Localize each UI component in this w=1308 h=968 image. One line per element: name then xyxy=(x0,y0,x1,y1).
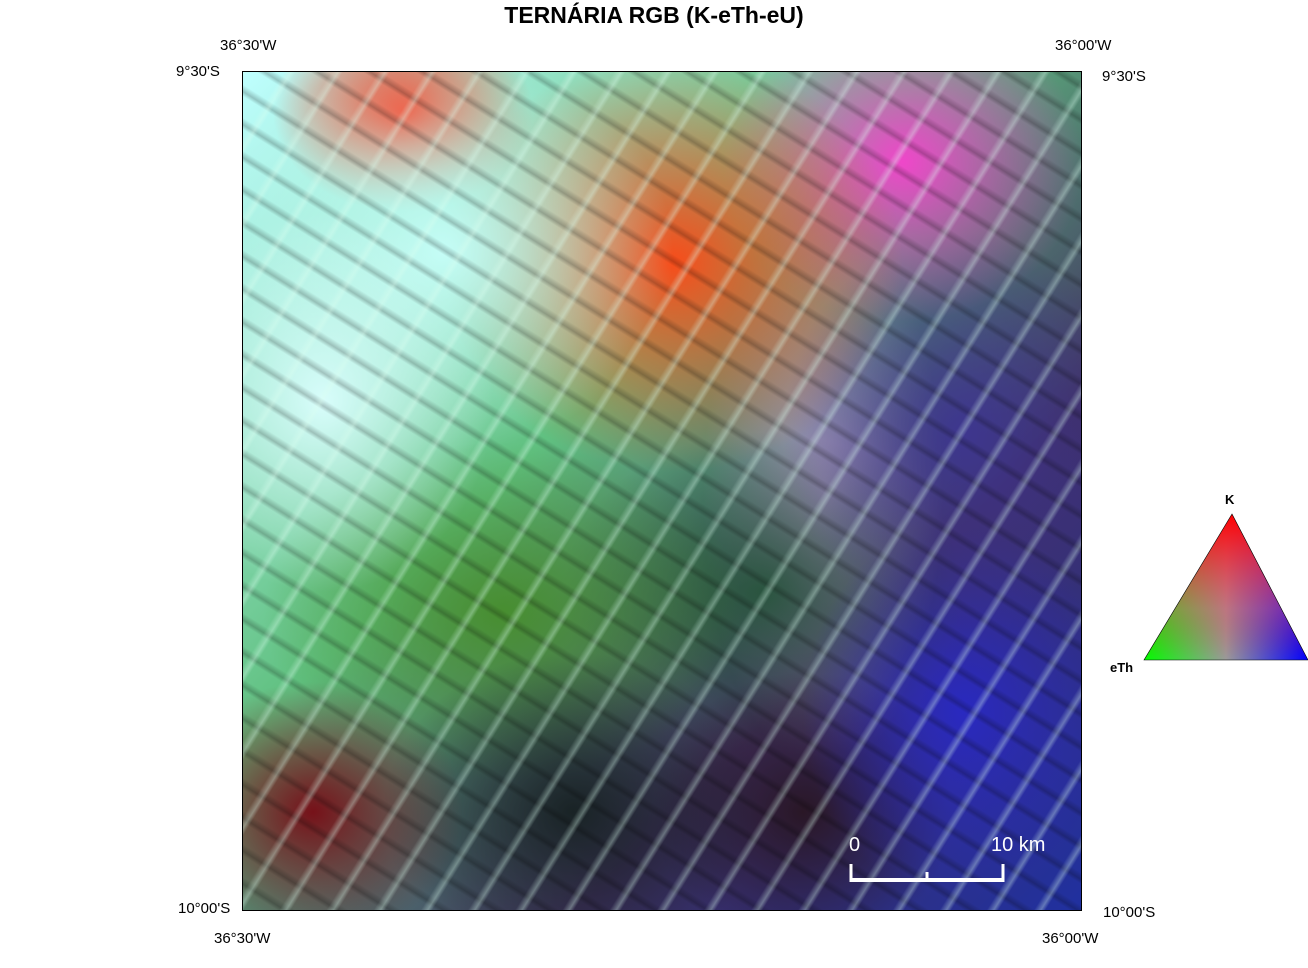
map-texture-speckle xyxy=(243,72,1081,910)
top-left-latitude: 9°30'S xyxy=(176,63,220,80)
bottom-left-latitude: 10°00'S xyxy=(178,900,231,917)
scale-bar: 0 10 km xyxy=(849,832,1045,892)
bottom-right-latitude: 10°00'S xyxy=(1103,904,1156,921)
ternary-triangle xyxy=(1143,513,1308,661)
legend-label-k: K xyxy=(1225,492,1235,507)
scale-bar-end-label: 10 km xyxy=(991,834,1046,856)
map-texture-stripes xyxy=(243,72,1081,910)
top-left-longitude: 36°30'W xyxy=(220,37,277,54)
radiometric-ternary-map: 0 10 km xyxy=(242,71,1082,911)
legend-label-eth: eTh xyxy=(1110,660,1134,675)
top-right-longitude: 36°00'W xyxy=(1055,37,1112,54)
bottom-right-longitude: 36°00'W xyxy=(1042,930,1099,947)
map-title: TERNÁRIA RGB (K-eTh-eU) xyxy=(504,2,804,28)
scale-bar-start-label: 0 xyxy=(849,834,861,856)
scale-bar-graphic xyxy=(849,864,1005,882)
top-right-latitude: 9°30'S xyxy=(1102,68,1146,85)
bottom-left-longitude: 36°30'W xyxy=(214,930,271,947)
ternary-color-legend: K eTh xyxy=(1110,490,1308,675)
